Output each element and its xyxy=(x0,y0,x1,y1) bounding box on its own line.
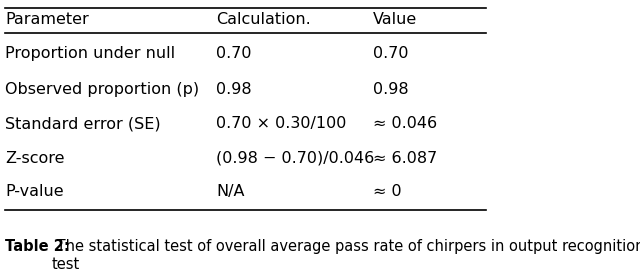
Text: The statistical test of overall average pass rate of chirpers in output recognit: The statistical test of overall average … xyxy=(52,239,640,272)
Text: Calculation.: Calculation. xyxy=(216,12,311,27)
Text: ≈ 0: ≈ 0 xyxy=(373,184,402,199)
Text: 0.70: 0.70 xyxy=(216,46,252,61)
Text: 0.70: 0.70 xyxy=(373,46,408,61)
Text: ≈ 0.046: ≈ 0.046 xyxy=(373,116,437,131)
Text: 0.98: 0.98 xyxy=(216,82,252,97)
Text: P-value: P-value xyxy=(5,184,63,199)
Text: (0.98 − 0.70)/0.046: (0.98 − 0.70)/0.046 xyxy=(216,151,374,166)
Text: Z-score: Z-score xyxy=(5,151,65,166)
Text: Parameter: Parameter xyxy=(5,12,89,27)
Text: Standard error (SE): Standard error (SE) xyxy=(5,116,161,131)
Text: Observed proportion (p): Observed proportion (p) xyxy=(5,82,199,97)
Text: 0.70 × 0.30/100: 0.70 × 0.30/100 xyxy=(216,116,346,131)
Text: Table 2:: Table 2: xyxy=(5,239,70,254)
Text: Value: Value xyxy=(373,12,417,27)
Text: N/A: N/A xyxy=(216,184,244,199)
Text: ≈ 6.087: ≈ 6.087 xyxy=(373,151,437,166)
Text: 0.98: 0.98 xyxy=(373,82,409,97)
Text: Proportion under null: Proportion under null xyxy=(5,46,175,61)
